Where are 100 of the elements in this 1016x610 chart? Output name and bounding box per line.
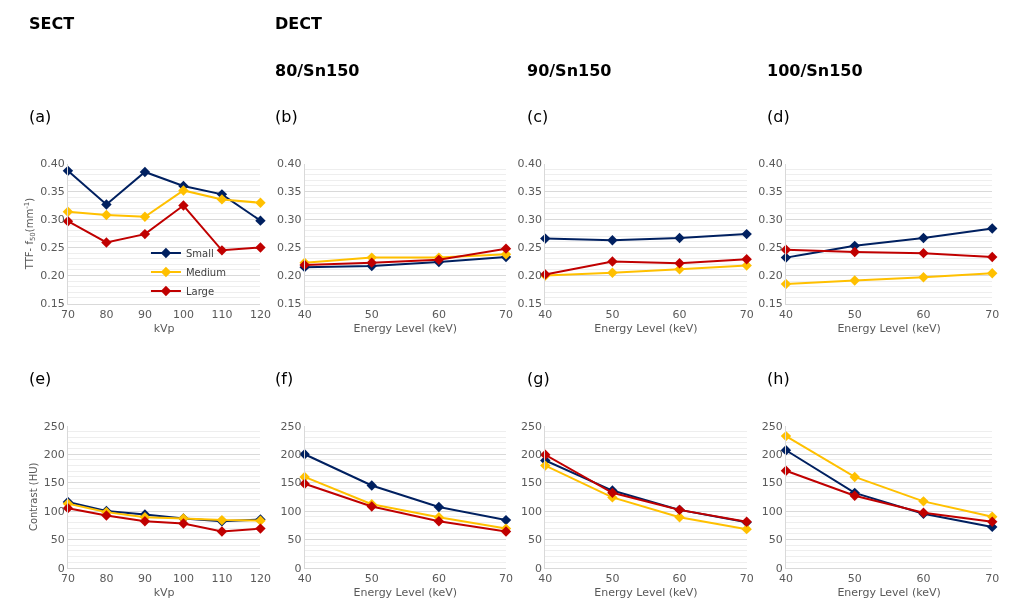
y-tick-label: 150 <box>761 476 783 490</box>
chart-title: (e) <box>29 369 52 388</box>
point <box>216 245 228 256</box>
point <box>433 501 445 513</box>
x-tick-label: 70 <box>499 307 513 321</box>
point <box>500 243 512 254</box>
point <box>366 257 377 268</box>
y-tick-label: 0.25 <box>276 241 302 255</box>
point <box>101 510 112 521</box>
point <box>849 246 860 258</box>
text: 80/Sn150 <box>275 61 360 80</box>
point <box>674 232 685 244</box>
point <box>255 197 266 208</box>
chart-title: (d) <box>767 107 790 126</box>
x-tick-label: 50 <box>605 571 620 585</box>
x-tick-label: 80 <box>99 307 114 321</box>
x-tick-label: 60 <box>431 571 446 585</box>
y-tick-label: 200 <box>43 448 65 462</box>
point <box>674 258 685 269</box>
point <box>987 268 998 279</box>
x-tick-label: 60 <box>672 307 687 321</box>
y-tick-label: 200 <box>280 448 302 462</box>
point <box>101 237 112 248</box>
legend-label: Large <box>185 285 215 297</box>
point <box>780 430 792 442</box>
point <box>139 516 151 527</box>
y-tick-label: 250 <box>521 419 543 433</box>
point <box>178 185 189 196</box>
x-tick-label: 70 <box>985 571 1000 585</box>
y-tick-label: 0.20 <box>758 269 783 283</box>
y-tick-label: 0.30 <box>276 213 302 227</box>
x-tick-label: 60 <box>431 307 446 321</box>
x-axis-title: kVp <box>153 586 175 600</box>
x-tick-label: 110 <box>211 571 233 585</box>
y-tick-label: 0.25 <box>40 241 65 255</box>
chart-title: (g) <box>527 369 550 388</box>
y-tick-label: 50 <box>50 533 65 547</box>
y-tick-label: 0.40 <box>40 157 65 171</box>
y-tick-label: 0.30 <box>758 213 783 227</box>
point <box>918 247 929 259</box>
x-axis-title: Energy Level (keV) <box>353 321 458 335</box>
point <box>433 516 445 527</box>
x-tick-label: 70 <box>985 307 1000 321</box>
point <box>607 235 618 246</box>
x-tick-label: 70 <box>499 571 513 585</box>
legend-label: Small <box>185 247 214 259</box>
chart-title: (c) <box>527 107 549 126</box>
point <box>741 254 752 265</box>
y-tick-label: 50 <box>528 533 543 547</box>
point <box>987 251 998 263</box>
point <box>101 199 112 210</box>
point <box>918 496 929 507</box>
point <box>139 211 151 222</box>
y-tick-label: 100 <box>43 504 65 518</box>
y-tick-label: 50 <box>287 533 302 547</box>
point <box>101 209 112 221</box>
x-tick-label: 90 <box>137 571 152 585</box>
y-tick-label: 0.35 <box>517 185 543 199</box>
y-tick-label: 250 <box>280 419 302 433</box>
y-tick-label: 100 <box>280 504 302 518</box>
y-tick-label: 100 <box>521 504 543 518</box>
chart-title: (f) <box>275 369 294 388</box>
text: 100/Sn150 <box>767 61 863 80</box>
chart-title: (b) <box>275 107 298 126</box>
y-tick-label: 250 <box>43 419 65 433</box>
x-tick-label: 50 <box>605 307 620 321</box>
x-tick-label: 50 <box>364 571 379 585</box>
y-tick-label: 0.40 <box>276 157 302 171</box>
point <box>849 275 860 286</box>
y-tick-label: 0.20 <box>40 269 65 283</box>
x-axis-title: Energy Level (keV) <box>594 586 698 600</box>
point <box>139 228 151 240</box>
x-axis-title: kVp <box>153 321 175 335</box>
point <box>255 215 266 226</box>
x-tick-label: 100 <box>172 571 194 585</box>
y-tick-label: 0.25 <box>758 241 783 255</box>
point <box>849 471 860 483</box>
legend-label: Medium <box>185 266 226 278</box>
y-tick-label: 0.20 <box>517 269 543 283</box>
y-axis-title: Contrast (HU) <box>27 462 39 532</box>
y-tick-label: 0.20 <box>276 269 302 283</box>
point <box>918 232 929 244</box>
y-tick-label: 150 <box>521 476 543 490</box>
y-tick-label: 200 <box>761 448 783 462</box>
x-tick-label: 50 <box>364 307 379 321</box>
y-tick-label: 100 <box>761 504 783 518</box>
x-tick-label: 120 <box>249 571 271 585</box>
point <box>255 242 266 253</box>
x-tick-label: 70 <box>739 307 754 321</box>
point <box>741 228 752 240</box>
x-tick-label: 110 <box>211 307 233 321</box>
y-tick-label: 0.35 <box>276 185 302 199</box>
x-tick-label: 120 <box>249 307 271 321</box>
text: SECT <box>29 14 75 33</box>
point <box>216 194 228 205</box>
text: DECT <box>275 14 322 33</box>
text: 90/Sn150 <box>527 61 612 80</box>
point <box>178 518 189 529</box>
point <box>780 278 792 290</box>
x-tick-label: 80 <box>99 571 114 585</box>
